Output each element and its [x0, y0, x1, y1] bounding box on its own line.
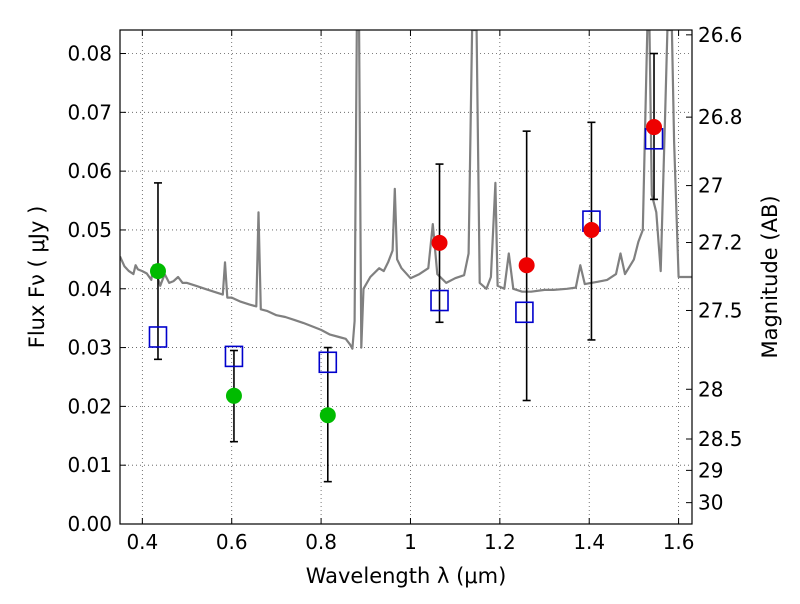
- y-tick-label: 0.06: [67, 159, 112, 183]
- y-tick-label: 0.08: [67, 42, 112, 66]
- x-tick-label: 0.8: [305, 530, 337, 554]
- y-tick-label: 0.03: [67, 336, 112, 360]
- plot-background: [120, 30, 692, 524]
- y-tick-label: 0.05: [67, 218, 112, 242]
- magnitude-axis-label: Magnitude (AB): [758, 195, 782, 358]
- observed-flux-point: [149, 263, 166, 280]
- model-flux-box: [318, 351, 338, 374]
- y-tick-label: 0.07: [67, 100, 112, 124]
- magnitude-tick-label: 27: [698, 174, 723, 198]
- y-tick-label: 0.02: [67, 394, 112, 418]
- observed-flux-points: [149, 119, 663, 424]
- magnitude-axis-ticks: 26.6 26.8 27 27.2 27.5 28 28.5 29 30: [686, 23, 743, 515]
- observed-flux-point: [646, 119, 663, 136]
- x-axis-label: Wavelength λ (μm): [306, 564, 507, 588]
- x-tick-label: 0.4: [126, 530, 158, 554]
- model-flux-box: [148, 326, 168, 348]
- magnitude-tick-label: 30: [698, 491, 723, 515]
- magnitude-tick-label: 28.5: [698, 427, 743, 451]
- plot-frame: [119, 29, 693, 525]
- magnitude-tick-label: 29: [698, 458, 723, 482]
- magnitude-tick-label: 28: [698, 377, 723, 401]
- observed-flux-point: [518, 257, 535, 274]
- model-spectrum-line: [120, 30, 692, 350]
- magnitude-tick-label: 27.5: [698, 298, 743, 322]
- x-axis-ticks: 0.4 0.6 0.8 1 1.2 1.4 1.6: [126, 30, 695, 554]
- y-tick-label: 0.01: [67, 453, 112, 477]
- x-tick-label: 0.6: [216, 530, 248, 554]
- x-tick-label: 1.2: [484, 530, 516, 554]
- model-flux-box: [430, 289, 449, 312]
- observed-flux-point: [431, 234, 448, 251]
- y-axis-label: Flux Fν ( μJy ): [25, 206, 49, 349]
- magnitude-tick-label: 26.8: [698, 105, 743, 129]
- model-flux-box: [224, 345, 244, 368]
- x-tick-label: 1.6: [663, 530, 695, 554]
- y-axis-ticks: 0.00 0.01 0.02 0.03 0.04 0.05 0.06 0.07 0.08: [67, 42, 126, 536]
- observed-flux-point: [583, 221, 600, 238]
- model-flux-box: [515, 301, 534, 324]
- observed-flux-point: [225, 387, 242, 404]
- magnitude-tick-label: 27.2: [698, 231, 743, 255]
- magnitude-tick-label: 26.6: [698, 23, 743, 47]
- model-spectrum: [120, 30, 692, 350]
- x-tick-label: 1: [404, 530, 417, 554]
- y-tick-label: 0.00: [67, 512, 112, 536]
- y-tick-label: 0.04: [67, 277, 112, 301]
- model-flux-boxes: [148, 127, 664, 374]
- observed-flux-point: [319, 407, 336, 424]
- x-tick-label: 1.4: [573, 530, 605, 554]
